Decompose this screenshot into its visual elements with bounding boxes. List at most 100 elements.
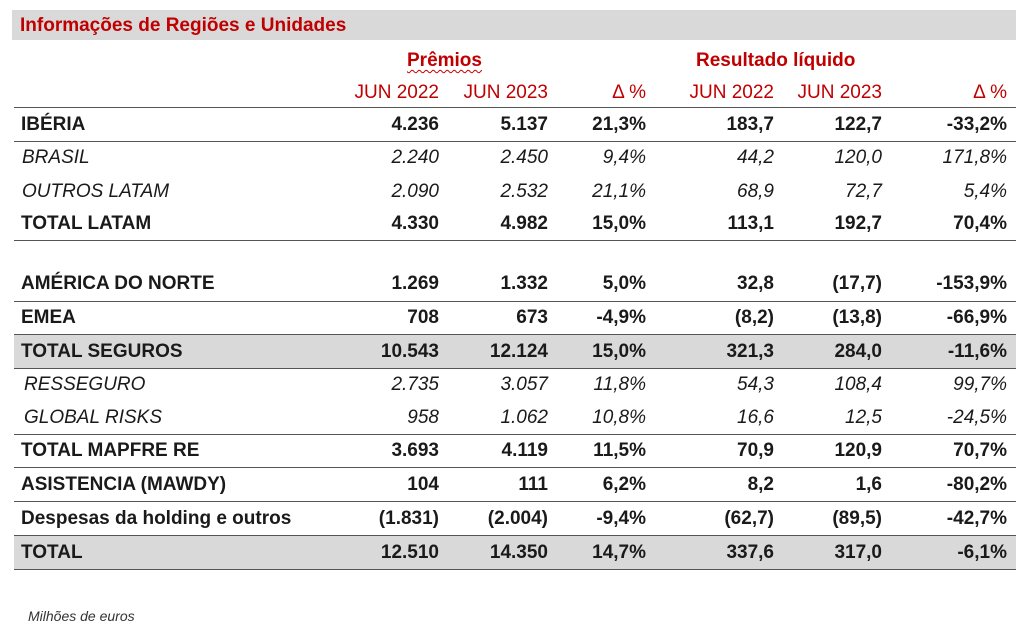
cell-premios-delta: 14,7% xyxy=(592,542,646,563)
row-label: EMEA xyxy=(21,307,76,328)
table-row-iberia: IBÉRIA 4.236 5.137 21,3% 183,7 122,7 -33… xyxy=(14,108,1016,141)
col-header-premios-2023: JUN 2023 xyxy=(463,82,549,103)
table-row-america-do-norte: AMÉRICA DO NORTE 1.269 1.332 5,0% 32,8 (… xyxy=(14,267,1016,300)
cell-resultado-delta: -80,2% xyxy=(946,474,1007,495)
row-divider xyxy=(14,535,1016,536)
table-row-total-seguros: TOTAL SEGUROS 10.543 12.124 15,0% 321,3 … xyxy=(14,335,1016,368)
cell-resultado-2022: 70,9 xyxy=(737,440,774,461)
cell-premios-2022: (1.831) xyxy=(378,508,439,529)
row-label: TOTAL MAPFRE RE xyxy=(21,440,200,461)
cell-premios-2022: 2.240 xyxy=(391,147,439,168)
cell-resultado-delta: -6,1% xyxy=(957,542,1007,563)
cell-premios-2023: 5.137 xyxy=(500,114,548,135)
cell-premios-2023: 4.119 xyxy=(501,440,549,461)
cell-resultado-delta: 99,7% xyxy=(953,374,1007,395)
cell-resultado-delta: 5,4% xyxy=(963,181,1007,202)
cell-premios-2022: 104 xyxy=(407,474,439,495)
cell-premios-2022: 3.693 xyxy=(391,440,439,461)
cell-resultado-2023: 317,0 xyxy=(834,542,882,563)
cell-premios-2023: 14.350 xyxy=(489,542,548,563)
row-divider xyxy=(14,141,1016,142)
cell-resultado-2022: (8,2) xyxy=(734,307,774,328)
col-header-premios-2022: JUN 2022 xyxy=(354,82,440,103)
cell-premios-2023: 111 xyxy=(518,474,548,495)
cell-resultado-2023: 120,9 xyxy=(834,440,882,461)
cell-premios-2023: 1.062 xyxy=(500,407,548,428)
cell-resultado-delta: 70,7% xyxy=(953,440,1007,461)
cell-resultado-delta: -11,6% xyxy=(947,341,1007,362)
cell-resultado-delta: -66,9% xyxy=(946,307,1007,328)
cell-premios-delta: 15,0% xyxy=(592,213,646,234)
col-header-premios-delta: Δ % xyxy=(612,82,646,103)
table-row-total-latam: TOTAL LATAM 4.330 4.982 15,0% 113,1 192,… xyxy=(14,207,1016,240)
cell-resultado-2023: 1,6 xyxy=(855,474,882,495)
col-header-resultado-2023: JUN 2023 xyxy=(797,82,883,103)
cell-resultado-2023: (13,8) xyxy=(832,307,882,328)
cell-premios-2023: 2.532 xyxy=(500,181,548,202)
row-divider xyxy=(14,240,1016,241)
footnote-units: Milhões de euros xyxy=(28,608,135,624)
row-divider xyxy=(14,334,1016,335)
cell-premios-2022: 4.330 xyxy=(391,213,439,234)
cell-resultado-2023: 122,7 xyxy=(834,114,882,135)
cell-resultado-2022: (62,7) xyxy=(724,508,774,529)
cell-resultado-2023: 12,5 xyxy=(845,407,882,428)
cell-premios-delta: 21,3% xyxy=(592,114,646,135)
cell-premios-delta: 6,2% xyxy=(602,474,646,495)
cell-premios-delta: 15,0% xyxy=(592,341,646,362)
cell-resultado-2022: 44,2 xyxy=(737,147,774,168)
row-label: TOTAL LATAM xyxy=(21,213,152,234)
cell-resultado-2023: 120,0 xyxy=(834,147,882,168)
row-label: GLOBAL RISKS xyxy=(24,407,162,428)
cell-resultado-2022: 54,3 xyxy=(737,374,774,395)
cell-premios-2023: (2.004) xyxy=(487,508,548,529)
cell-resultado-2023: 284,0 xyxy=(834,341,882,362)
cell-premios-2022: 708 xyxy=(407,307,439,328)
cell-premios-2023: 3.057 xyxy=(500,374,548,395)
title-bar: Informações de Regiões e Unidades xyxy=(12,10,1016,40)
header-divider xyxy=(14,107,1016,108)
cell-resultado-2022: 321,3 xyxy=(726,341,774,362)
cell-premios-delta: 21,1% xyxy=(592,181,646,202)
cell-resultado-2023: (89,5) xyxy=(832,508,882,529)
cell-premios-delta: 11,8% xyxy=(593,374,646,395)
group-header-premios: Prêmios xyxy=(407,50,482,71)
row-label: TOTAL SEGUROS xyxy=(21,341,183,362)
table-row-emea: EMEA 708 673 -4,9% (8,2) (13,8) -66,9% xyxy=(14,301,1016,334)
cell-resultado-2022: 337,6 xyxy=(726,542,774,563)
cell-premios-delta: 10,8% xyxy=(592,407,646,428)
row-label: ASISTENCIA (MAWDY) xyxy=(21,474,227,495)
cell-premios-2023: 1.332 xyxy=(500,273,548,294)
row-divider xyxy=(14,501,1016,502)
cell-resultado-2023: 108,4 xyxy=(834,374,882,395)
group-header-resultado: Resultado líquido xyxy=(696,50,856,71)
col-header-resultado-2022: JUN 2022 xyxy=(689,82,775,103)
cell-resultado-2022: 16,6 xyxy=(737,407,774,428)
cell-premios-delta: 9,4% xyxy=(602,147,646,168)
cell-resultado-delta: 171,8% xyxy=(942,147,1007,168)
cell-resultado-delta: -33,2% xyxy=(946,114,1007,135)
cell-premios-2022: 4.236 xyxy=(391,114,439,135)
cell-premios-delta: -4,9% xyxy=(596,307,646,328)
cell-resultado-delta: -42,7% xyxy=(946,508,1007,529)
row-label: BRASIL xyxy=(22,147,90,168)
cell-resultado-2023: 192,7 xyxy=(834,213,882,234)
cell-resultado-2022: 68,9 xyxy=(737,181,774,202)
cell-resultado-2023: (17,7) xyxy=(832,273,882,294)
cell-resultado-delta: 70,4% xyxy=(953,213,1007,234)
table-row-outros-latam: OUTROS LATAM 2.090 2.532 21,1% 68,9 72,7… xyxy=(14,175,1016,208)
row-divider xyxy=(14,434,1016,435)
table-row-resseguro: RESSEGURO 2.735 3.057 11,8% 54,3 108,4 9… xyxy=(14,368,1016,401)
table-row-global-risks: GLOBAL RISKS 958 1.062 10,8% 16,6 12,5 -… xyxy=(14,401,1016,434)
table-bottom-border xyxy=(14,569,1016,570)
cell-resultado-2022: 113,1 xyxy=(727,213,775,234)
cell-resultado-2022: 32,8 xyxy=(737,273,774,294)
row-label: IBÉRIA xyxy=(21,114,86,135)
cell-premios-2022: 10.543 xyxy=(380,341,439,362)
cell-premios-2022: 2.090 xyxy=(391,181,439,202)
cell-premios-2023: 4.982 xyxy=(500,213,548,234)
cell-resultado-2022: 183,7 xyxy=(726,114,774,135)
cell-premios-2023: 12.124 xyxy=(489,341,548,362)
cell-premios-2023: 673 xyxy=(516,307,548,328)
cell-resultado-2023: 72,7 xyxy=(845,181,882,202)
